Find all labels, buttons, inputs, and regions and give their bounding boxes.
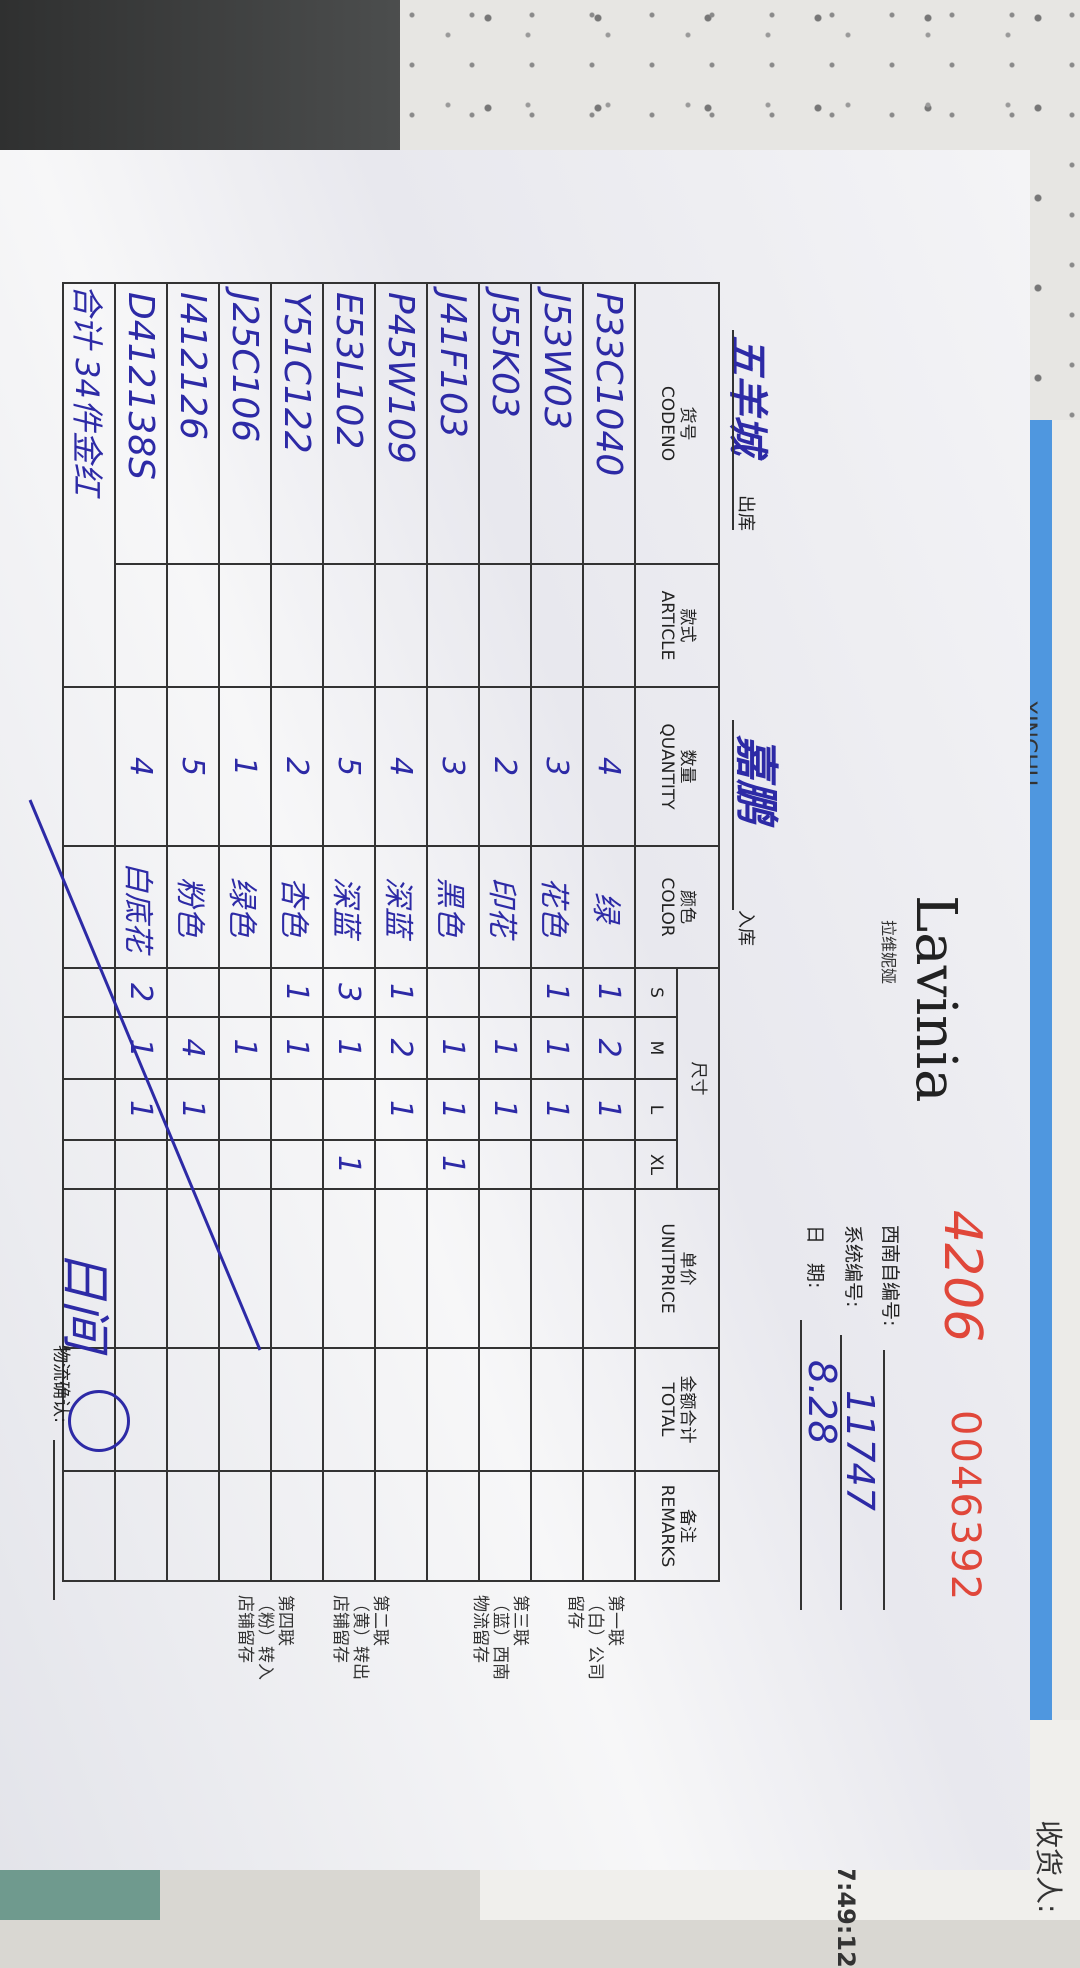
receiver-label: 收货人: [1032,1820,1065,1914]
blue-strip [1030,420,1052,1720]
background-teal-corner [0,1860,160,1920]
delivery-form: Lavinia 拉维妮娅 4206 0046392 西南自编号: 系统编号: 1… [0,150,1030,1870]
strike-line [28,799,262,1351]
